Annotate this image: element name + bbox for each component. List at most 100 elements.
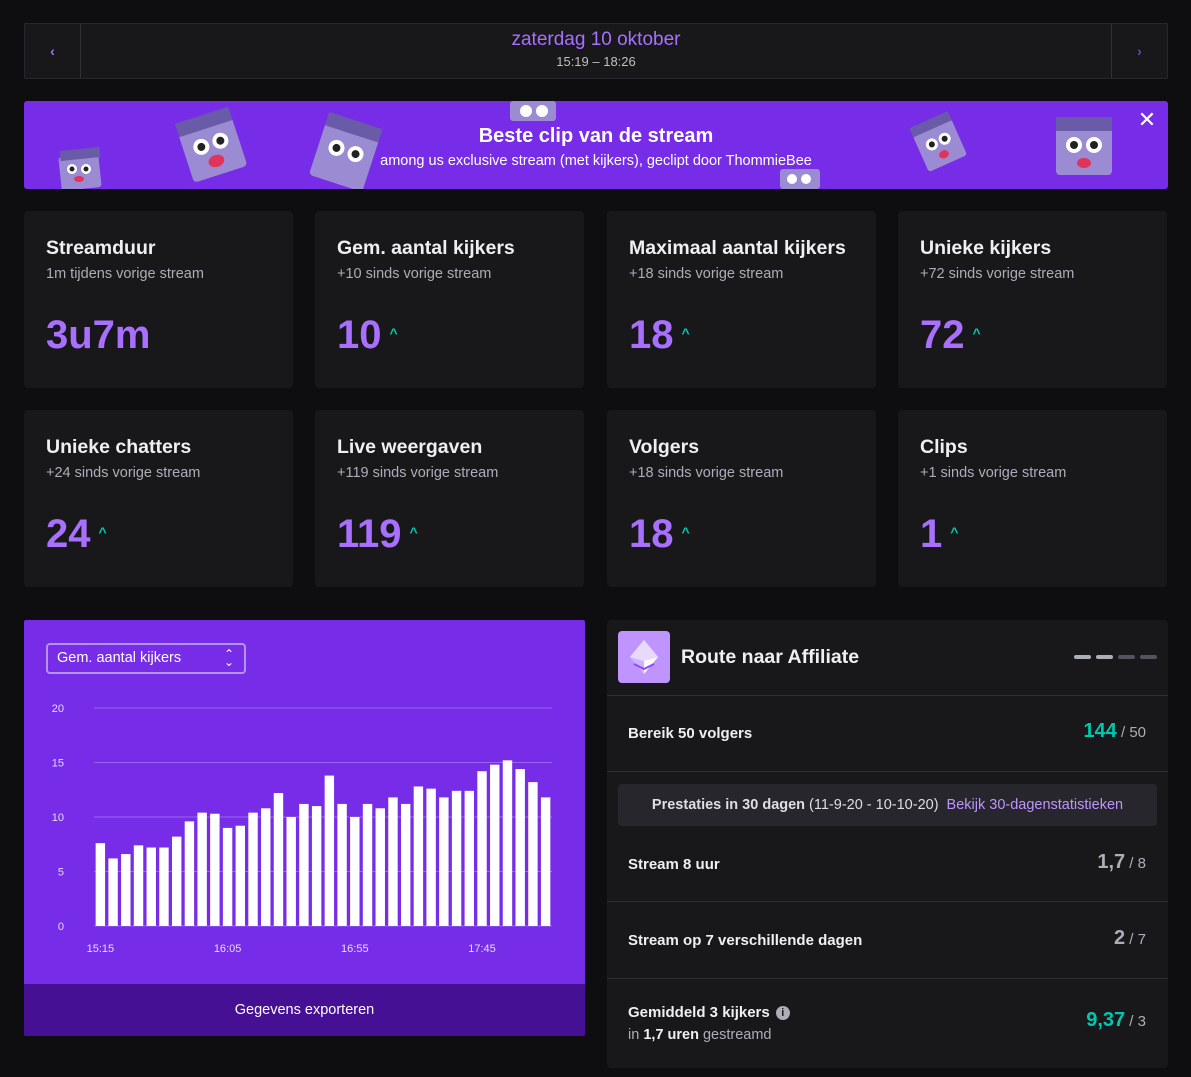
x-tick-label: 16:55 <box>341 943 369 955</box>
chart-bar[interactable] <box>273 793 284 926</box>
y-tick-label: 5 <box>58 867 64 879</box>
chart-bar[interactable] <box>299 803 309 926</box>
chart-bar[interactable] <box>311 806 322 926</box>
chart-bar[interactable] <box>261 808 271 926</box>
affiliate-progress-panel: Route naar Affiliate Bereik 50 volgers 1… <box>607 620 1168 1068</box>
viewers-chart-panel: 0 5 10 15 20 15:15 16:05 16:55 17:45 Gem. aantal… <box>24 620 585 1036</box>
stat-comparison: 1m tijdens vorige stream <box>46 266 204 282</box>
requirement-stream-days: Stream op 7 verschillende dagen 2 / 7 <box>607 902 1168 979</box>
chart-bar[interactable] <box>540 797 551 926</box>
info-icon[interactable]: i <box>775 1006 790 1020</box>
carousel-dot[interactable] <box>1118 655 1135 659</box>
chart-bar[interactable] <box>439 797 449 926</box>
chart-bar[interactable] <box>121 854 131 926</box>
carousel-pagination[interactable] <box>1074 655 1157 659</box>
chart-bar[interactable] <box>502 760 513 926</box>
x-tick-label: 16:05 <box>214 943 242 955</box>
clapper-emote-icon <box>780 169 820 189</box>
stat-card-clips: Clips +1 sinds vorige stream 1 ^ <box>898 410 1167 587</box>
chart-bar[interactable] <box>222 827 233 926</box>
chart-bar[interactable] <box>171 836 182 926</box>
clapper-emote-icon <box>909 111 967 172</box>
y-tick-label: 15 <box>52 758 64 770</box>
chart-bar[interactable] <box>235 825 246 926</box>
chart-bar[interactable] <box>490 764 500 926</box>
x-tick-label: 17:45 <box>468 943 496 955</box>
chart-bar[interactable] <box>184 821 195 926</box>
clapper-emote-icon <box>174 107 247 182</box>
chart-bar[interactable] <box>388 797 398 926</box>
performance-range: (11-9-20 - 10-10-20) <box>809 797 939 813</box>
chart-bar[interactable] <box>362 803 373 926</box>
chart-bar[interactable] <box>350 817 360 926</box>
requirement-label: Gemiddeld 3 kijkers i <box>628 1004 790 1021</box>
stat-card-stream-duration: Streamduur 1m tijdens vorige stream 3u7m <box>24 211 293 388</box>
chart-bar[interactable] <box>528 782 538 926</box>
next-day-button[interactable]: › <box>1111 24 1167 78</box>
clapper-emote-icon <box>309 111 383 189</box>
stat-value: 10 ^ <box>337 313 398 357</box>
chart-bar[interactable] <box>286 817 296 926</box>
chart-bar[interactable] <box>515 769 525 926</box>
chart-bar[interactable] <box>413 786 424 926</box>
prev-day-button[interactable]: ‹ <box>25 24 81 78</box>
sort-chevrons-icon: ⌃ ⌄ <box>223 647 234 669</box>
export-data-button[interactable]: Gegevens exporteren <box>24 984 585 1036</box>
affiliate-header: Route naar Affiliate <box>607 620 1168 696</box>
stat-value: 18 ^ <box>629 512 690 556</box>
chart-bar[interactable] <box>95 843 106 926</box>
requirement-progress: 9,37 / 3 <box>1086 1009 1146 1031</box>
chart-bar[interactable] <box>133 845 144 926</box>
stat-comparison: +119 sinds vorige stream <box>337 465 499 481</box>
requirement-progress: 1,7 / 8 <box>1097 851 1146 873</box>
requirement-progress: 144 / 50 <box>1083 720 1146 742</box>
close-banner-button[interactable]: ✕ <box>1136 109 1158 131</box>
chart-bar[interactable] <box>426 788 436 926</box>
metric-select[interactable]: Gem. aantal kijkers ⌃ ⌄ <box>46 643 246 674</box>
affiliate-title: Route naar Affiliate <box>681 646 860 668</box>
view-30-day-stats-link[interactable]: Bekijk 30-dagenstatistieken <box>946 797 1124 813</box>
clapper-emote-icon <box>510 101 556 121</box>
chart-bar[interactable] <box>400 803 411 926</box>
trend-up-icon: ^ <box>409 524 418 540</box>
chart-bar[interactable] <box>210 813 220 926</box>
stat-card-avg-viewers: Gem. aantal kijkers +10 sinds vorige str… <box>315 211 584 388</box>
stat-title: Live weergaven <box>337 436 483 458</box>
clapper-emote-icon <box>58 146 102 189</box>
carousel-dot[interactable] <box>1140 655 1157 659</box>
close-icon: ✕ <box>1137 107 1157 132</box>
stat-value: 1 ^ <box>920 512 959 556</box>
stat-comparison: +18 sinds vorige stream <box>629 465 784 481</box>
chart-bar[interactable] <box>248 812 258 926</box>
requirement-label: Stream op 7 verschillende dagen <box>628 932 863 949</box>
chart-bar[interactable] <box>375 808 385 926</box>
chart-bar[interactable] <box>146 847 156 926</box>
carousel-dot[interactable] <box>1074 655 1091 659</box>
viewers-bar-chart: 0 5 10 15 20 15:15 16:05 16:55 17:45 <box>52 703 552 955</box>
stat-title: Volgers <box>629 436 700 458</box>
chevron-right-icon: › <box>1137 43 1142 59</box>
requirement-sublabel: in 1,7 uren gestreamd <box>628 1027 772 1043</box>
trend-up-icon: ^ <box>681 325 690 341</box>
banner-subtitle[interactable]: among us exclusive stream (met kijkers),… <box>380 153 812 169</box>
stat-value: 119 ^ <box>337 512 418 556</box>
stat-title: Clips <box>920 436 968 458</box>
chart-bar[interactable] <box>108 858 118 926</box>
stream-time-range: 15:19 – 18:26 <box>556 54 636 69</box>
chart-bar[interactable] <box>477 771 487 926</box>
stat-value: 3u7m <box>46 313 151 357</box>
chart-bar[interactable] <box>451 790 462 926</box>
chart-bar[interactable] <box>159 847 169 926</box>
requirement-progress: 2 / 7 <box>1114 927 1146 949</box>
requirement-label: Bereik 50 volgers <box>628 725 753 742</box>
chart-bar[interactable] <box>324 775 335 926</box>
chevron-left-icon: ‹ <box>50 43 55 59</box>
chart-bar[interactable] <box>464 790 475 926</box>
stat-comparison: +24 sinds vorige stream <box>46 465 201 481</box>
date-display: zaterdag 10 oktober 15:19 – 18:26 <box>81 24 1111 78</box>
chart-bar[interactable] <box>337 803 347 926</box>
chart-bar[interactable] <box>197 812 207 926</box>
best-clip-banner[interactable]: Beste clip van de stream among us exclus… <box>24 101 1168 189</box>
carousel-dot[interactable] <box>1096 655 1113 659</box>
y-tick-label: 10 <box>52 812 64 824</box>
